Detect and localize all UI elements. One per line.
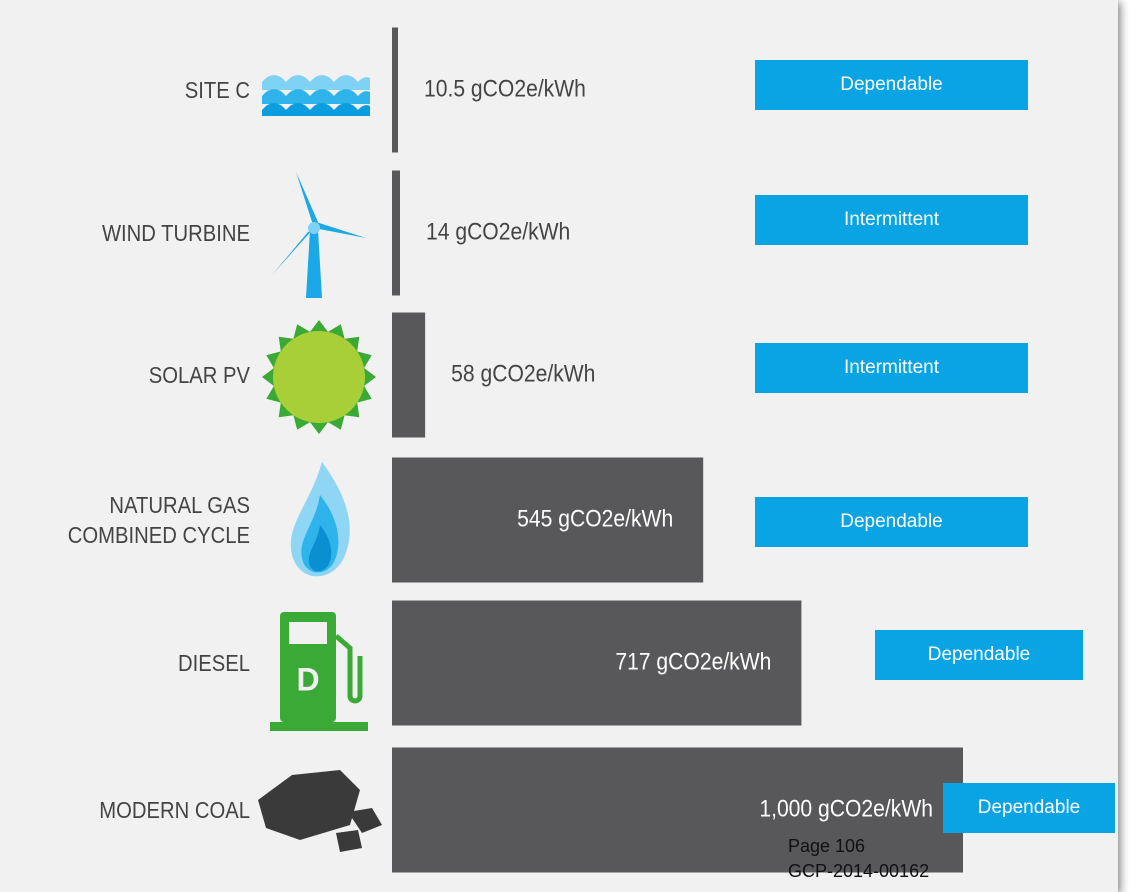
status-label: Dependable: [840, 511, 942, 532]
status-tag: [755, 60, 1028, 110]
value-label: 58 gCO2e/kWh: [451, 360, 595, 387]
bar: [392, 600, 802, 726]
value-label: 14 gCO2e/kWh: [426, 218, 570, 245]
status-tag: [755, 195, 1028, 245]
value-label: 545 gCO2e/kWh: [517, 505, 673, 532]
status-label: Intermittent: [844, 357, 940, 378]
bar: [392, 27, 398, 153]
category-label: SITE C: [184, 77, 250, 103]
wind-turbine-icon: [272, 172, 366, 298]
status-tag: [755, 343, 1028, 393]
category-label: NATURAL GAS COMBINED CYCLE: [67, 492, 250, 548]
category-label: MODERN COAL: [99, 797, 251, 823]
coal-icon: [258, 770, 382, 852]
category-label: DIESEL: [177, 650, 250, 676]
bar: [392, 457, 704, 583]
status-label: Intermittent: [844, 209, 940, 230]
page-number: Page 106: [788, 836, 866, 856]
value-label: 10.5 gCO2e/kWh: [424, 75, 586, 102]
flame-icon: [290, 462, 350, 577]
status-tag: [755, 497, 1028, 547]
value-label: 1,000 gCO2e/kWh: [759, 795, 933, 822]
status-tag: [875, 630, 1083, 680]
bar: [392, 170, 400, 296]
sun-icon: [262, 320, 376, 434]
category-label: WIND TURBINE: [101, 220, 250, 246]
fuel-pump-icon: D: [270, 612, 368, 731]
svg-text:D: D: [296, 661, 319, 697]
reference-number: GCP-2014-00162: [788, 861, 930, 881]
status-tag: [943, 783, 1115, 833]
status-label: Dependable: [978, 797, 1080, 818]
status-label: Dependable: [928, 644, 1030, 665]
value-label: 717 gCO2e/kWh: [615, 648, 771, 675]
status-label: Dependable: [840, 74, 942, 95]
water-icon: [262, 75, 370, 116]
category-label: SOLAR PV: [148, 362, 250, 388]
bar: [392, 312, 426, 438]
bar: [392, 747, 963, 873]
